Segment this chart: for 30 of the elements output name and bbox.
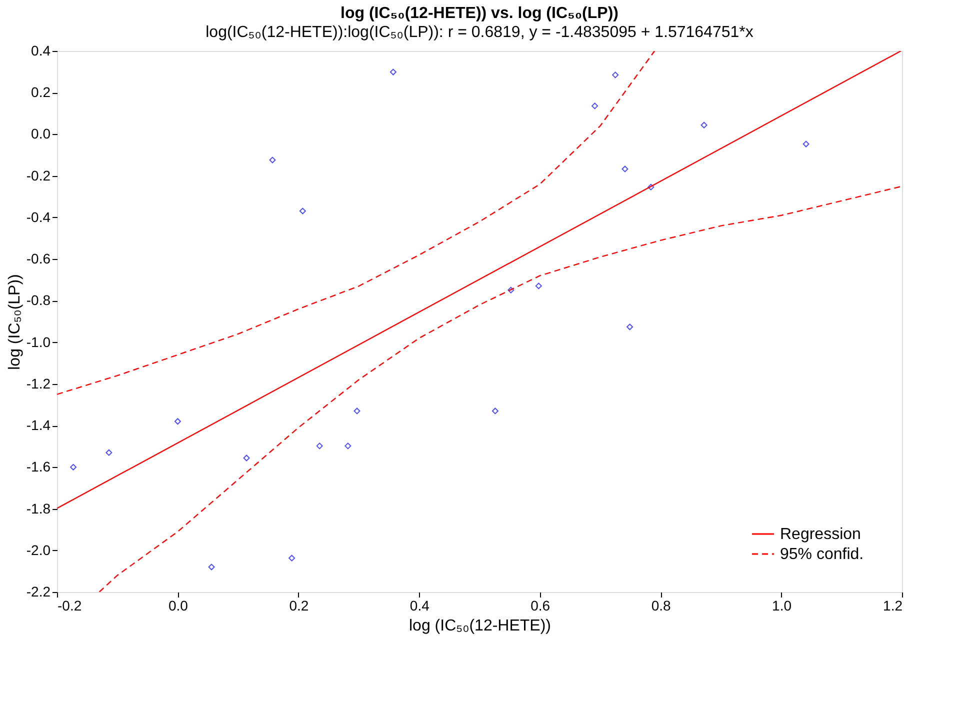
x-tick-label: 0.0 <box>168 598 188 614</box>
y-tick-label: 0.4 <box>31 42 51 58</box>
y-axis-title: log (IC₅₀(LP)) <box>6 274 24 370</box>
line-series <box>98 186 902 592</box>
x-tick-label: 0.4 <box>410 598 430 614</box>
y-tick-label: -0.2 <box>26 167 51 184</box>
y-tick-label: -2.0 <box>26 542 51 558</box>
x-tick-label: -0.2 <box>58 598 82 614</box>
x-tick-label: 1.2 <box>883 598 903 614</box>
y-tick-label: -1.8 <box>26 500 51 516</box>
chart-subtitle: log(IC₅₀(12-HETE)):log(IC₅₀(LP)): r = 0.6819, y = -1.4835095 + 1.57164751*x <box>206 24 754 41</box>
legend-label: Regression <box>780 526 861 543</box>
legend-label: 95% confid. <box>780 546 864 563</box>
x-tick-label: 0.8 <box>651 598 672 614</box>
y-tick-label: -0.6 <box>26 250 51 267</box>
y-tick-label: -1.6 <box>26 458 51 475</box>
chart-title: log (IC₅₀(12-HETE)) vs. log (IC₅₀(LP)) <box>340 5 618 22</box>
line-series <box>57 51 656 395</box>
y-tick-label: -1.4 <box>26 417 51 434</box>
y-tick-label: -2.2 <box>26 584 51 600</box>
y-tick-label: -0.4 <box>26 208 51 225</box>
x-axis-title: log (IC₅₀(12-HETE)) <box>409 618 551 634</box>
y-tick-label: -0.8 <box>26 292 51 308</box>
y-tick-label: 0.2 <box>31 84 51 100</box>
x-tick-label: 1.0 <box>772 598 792 614</box>
x-tick-label: 0.2 <box>289 598 309 614</box>
y-tick-label: -1.0 <box>26 334 51 350</box>
x-tick-label: 0.6 <box>530 598 550 614</box>
y-tick-label: 0.0 <box>31 126 51 142</box>
y-tick-label: -1.2 <box>26 375 51 392</box>
